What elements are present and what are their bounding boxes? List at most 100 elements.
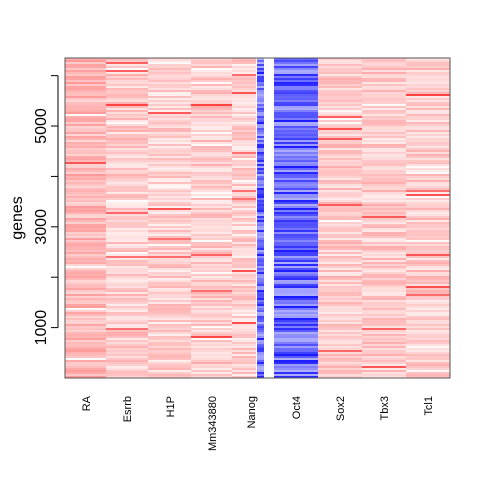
heatmap-cell <box>106 72 148 75</box>
heatmap-cell <box>106 186 148 189</box>
heatmap-cell <box>232 334 256 337</box>
heatmap-cells <box>65 58 450 379</box>
heatmap-cell <box>362 68 406 71</box>
heatmap-cell <box>257 272 264 275</box>
heatmap-cell <box>406 82 450 85</box>
heatmap-cell <box>106 108 148 111</box>
heatmap-cell <box>406 346 450 349</box>
heatmap-cell <box>257 212 264 215</box>
heatmap-cell <box>65 354 106 357</box>
heatmap-cell <box>257 312 264 315</box>
heatmap-cell <box>191 212 232 215</box>
heatmap-cell <box>191 338 232 341</box>
heatmap-cell <box>148 194 191 197</box>
heatmap-cell <box>191 240 232 243</box>
heatmap-cell <box>362 92 406 95</box>
heatmap-cell <box>406 110 450 113</box>
heatmap-cell <box>148 310 191 313</box>
heatmap-cell <box>318 78 362 81</box>
heatmap-cell <box>232 210 256 213</box>
heatmap-cell <box>191 128 232 131</box>
heatmap-cell <box>362 140 406 143</box>
heatmap-cell <box>148 176 191 179</box>
heatmap-cell <box>191 310 232 313</box>
heatmap-cell <box>318 96 362 99</box>
heatmap-cell <box>274 166 318 169</box>
heatmap-cell <box>191 284 232 287</box>
heatmap-cell <box>406 316 450 319</box>
heatmap-cell <box>191 362 232 365</box>
heatmap-cell <box>232 254 256 257</box>
heatmap-cell <box>106 250 148 253</box>
heatmap-cell <box>257 320 264 323</box>
heatmap-cell <box>106 242 148 245</box>
heatmap-cell <box>406 358 450 361</box>
heatmap-cell <box>65 148 106 151</box>
heatmap-cell <box>148 366 191 369</box>
heatmap-cell <box>191 278 232 281</box>
heatmap-cell <box>65 258 106 261</box>
heatmap-cell <box>274 150 318 153</box>
heatmap-cell <box>362 158 406 161</box>
heatmap-cell <box>191 244 232 247</box>
heatmap-cell <box>318 368 362 371</box>
heatmap-cell <box>65 184 106 187</box>
heatmap-cell <box>232 344 256 347</box>
heatmap-cell <box>232 230 256 233</box>
heatmap-cell <box>106 288 148 291</box>
heatmap-cell <box>106 182 148 185</box>
heatmap-cell <box>232 150 256 153</box>
heatmap-cell <box>106 132 148 135</box>
heatmap-cell <box>191 168 232 171</box>
heatmap-cell <box>232 160 256 163</box>
heatmap-cell <box>406 342 450 345</box>
heatmap-cell <box>232 212 256 215</box>
heatmap-cell <box>274 200 318 203</box>
heatmap-cell <box>406 124 450 127</box>
heatmap-cell <box>106 310 148 313</box>
heatmap-cell <box>106 376 148 379</box>
heatmap-cell <box>406 164 450 167</box>
heatmap-cell <box>362 78 406 81</box>
heatmap-cell <box>148 134 191 137</box>
heatmap-cell <box>257 236 264 239</box>
heatmap-cell <box>362 106 406 109</box>
heatmap-cell <box>318 108 362 111</box>
x-tick-label-oct4: Oct4 <box>291 396 303 419</box>
heatmap-cell <box>362 284 406 287</box>
heatmap-cell <box>274 116 318 119</box>
heatmap-cell <box>65 76 106 79</box>
heatmap-cell <box>257 76 264 79</box>
heatmap-cell <box>232 90 256 93</box>
heatmap-cell <box>362 240 406 243</box>
heatmap-cell <box>65 346 106 349</box>
heatmap-cell <box>232 98 256 101</box>
heatmap-cell <box>191 62 232 65</box>
heatmap-cell <box>65 84 106 87</box>
heatmap-cell <box>257 324 264 327</box>
heatmap-cell <box>257 354 264 357</box>
heatmap-cell <box>191 176 232 179</box>
heatmap-cell <box>274 136 318 139</box>
heatmap-cell <box>318 312 362 315</box>
heatmap-cell <box>274 314 318 317</box>
heatmap-cell <box>106 282 148 285</box>
heatmap-cell <box>362 124 406 127</box>
heatmap-cell <box>148 256 191 259</box>
heatmap-cell <box>318 338 362 341</box>
heatmap-cell <box>191 368 232 371</box>
heatmap-cell <box>191 224 232 227</box>
heatmap-cell <box>362 184 406 187</box>
heatmap-cell <box>65 212 106 215</box>
heatmap-cell <box>148 180 191 183</box>
heatmap-cell <box>191 288 232 291</box>
heatmap-cell <box>362 276 406 279</box>
heatmap-cell <box>191 174 232 177</box>
heatmap-cell <box>406 136 450 139</box>
heatmap-cell <box>257 82 264 85</box>
heatmap-cell <box>318 140 362 143</box>
heatmap-cell <box>362 76 406 79</box>
heatmap-cell <box>191 78 232 81</box>
heatmap-cell <box>191 156 232 159</box>
heatmap-cell <box>106 138 148 141</box>
